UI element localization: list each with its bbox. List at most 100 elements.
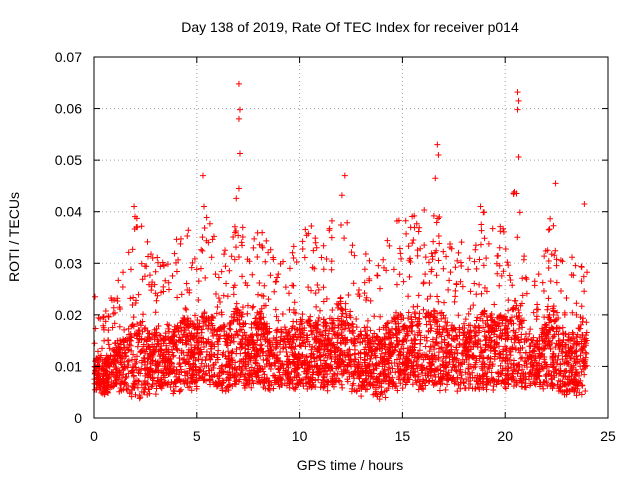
data-point — [187, 352, 194, 359]
data-point — [280, 258, 287, 265]
data-point — [516, 209, 523, 216]
data-point — [330, 328, 337, 335]
data-point — [152, 268, 159, 275]
data-point — [286, 306, 293, 313]
data-point — [431, 380, 438, 387]
data-point — [503, 325, 510, 332]
data-point — [155, 378, 162, 385]
data-point — [505, 297, 512, 304]
data-point — [328, 355, 335, 362]
data-point — [323, 322, 330, 329]
data-point — [241, 329, 248, 336]
data-point — [294, 380, 301, 387]
data-point — [168, 360, 175, 367]
data-point — [339, 351, 346, 358]
data-point — [347, 356, 354, 363]
data-point — [146, 351, 153, 358]
data-point — [582, 354, 589, 361]
data-point — [361, 324, 368, 331]
data-point — [120, 269, 127, 276]
data-point — [112, 348, 119, 355]
data-point — [353, 315, 360, 322]
data-point — [209, 379, 216, 386]
data-point — [321, 367, 328, 374]
data-point — [580, 355, 587, 362]
data-point — [315, 336, 322, 343]
data-point — [281, 324, 288, 331]
data-point — [208, 254, 215, 261]
data-point — [258, 345, 265, 352]
data-point — [386, 364, 393, 371]
data-point — [372, 346, 379, 353]
data-point — [364, 317, 371, 324]
data-point — [438, 315, 445, 322]
data-point — [447, 269, 454, 276]
data-point — [504, 325, 511, 332]
data-point — [124, 364, 131, 371]
data-point — [191, 371, 198, 378]
data-point — [545, 258, 552, 265]
data-point — [444, 332, 451, 339]
data-point — [545, 327, 552, 334]
data-point — [436, 213, 443, 220]
data-point — [105, 389, 112, 396]
data-point — [435, 257, 442, 264]
data-point — [543, 321, 550, 328]
data-point — [302, 226, 309, 233]
data-point — [552, 366, 559, 373]
data-point — [578, 263, 585, 270]
data-point — [408, 313, 415, 320]
data-point — [457, 385, 464, 392]
data-point — [328, 234, 335, 241]
data-point — [466, 371, 473, 378]
data-point — [138, 223, 145, 230]
data-point — [241, 384, 248, 391]
data-point — [576, 389, 583, 396]
data-point — [463, 352, 470, 359]
data-point — [139, 276, 146, 283]
data-point — [552, 180, 559, 187]
data-point — [509, 282, 516, 289]
data-point — [580, 315, 587, 322]
data-point — [270, 335, 277, 342]
data-point — [125, 249, 132, 256]
data-point — [576, 325, 583, 332]
data-point — [329, 373, 336, 380]
data-point — [466, 339, 473, 346]
data-point — [98, 389, 105, 396]
data-point — [494, 379, 501, 386]
data-point — [214, 304, 221, 311]
data-point — [455, 249, 462, 256]
data-point — [284, 352, 291, 359]
data-point — [471, 258, 478, 265]
data-point — [579, 382, 586, 389]
data-point — [397, 351, 404, 358]
data-point — [155, 348, 162, 355]
data-point — [197, 367, 204, 374]
data-point — [344, 362, 351, 369]
data-point — [184, 286, 191, 293]
data-point — [235, 115, 242, 122]
data-point — [353, 324, 360, 331]
data-point — [374, 376, 381, 383]
data-point — [236, 344, 243, 351]
data-point — [153, 332, 160, 339]
data-point — [252, 360, 259, 367]
data-point — [477, 241, 484, 248]
data-point — [461, 344, 468, 351]
data-point — [226, 332, 233, 339]
data-point — [328, 217, 335, 224]
data-point — [123, 373, 130, 380]
data-point — [473, 329, 480, 336]
data-point — [451, 337, 458, 344]
data-point — [525, 373, 532, 380]
data-point — [238, 313, 245, 320]
data-point — [383, 330, 390, 337]
data-point — [156, 353, 163, 360]
data-point — [131, 203, 138, 210]
data-point — [559, 324, 566, 331]
data-point — [153, 297, 160, 304]
data-point — [517, 355, 524, 362]
data-point — [219, 385, 226, 392]
data-point — [508, 374, 515, 381]
